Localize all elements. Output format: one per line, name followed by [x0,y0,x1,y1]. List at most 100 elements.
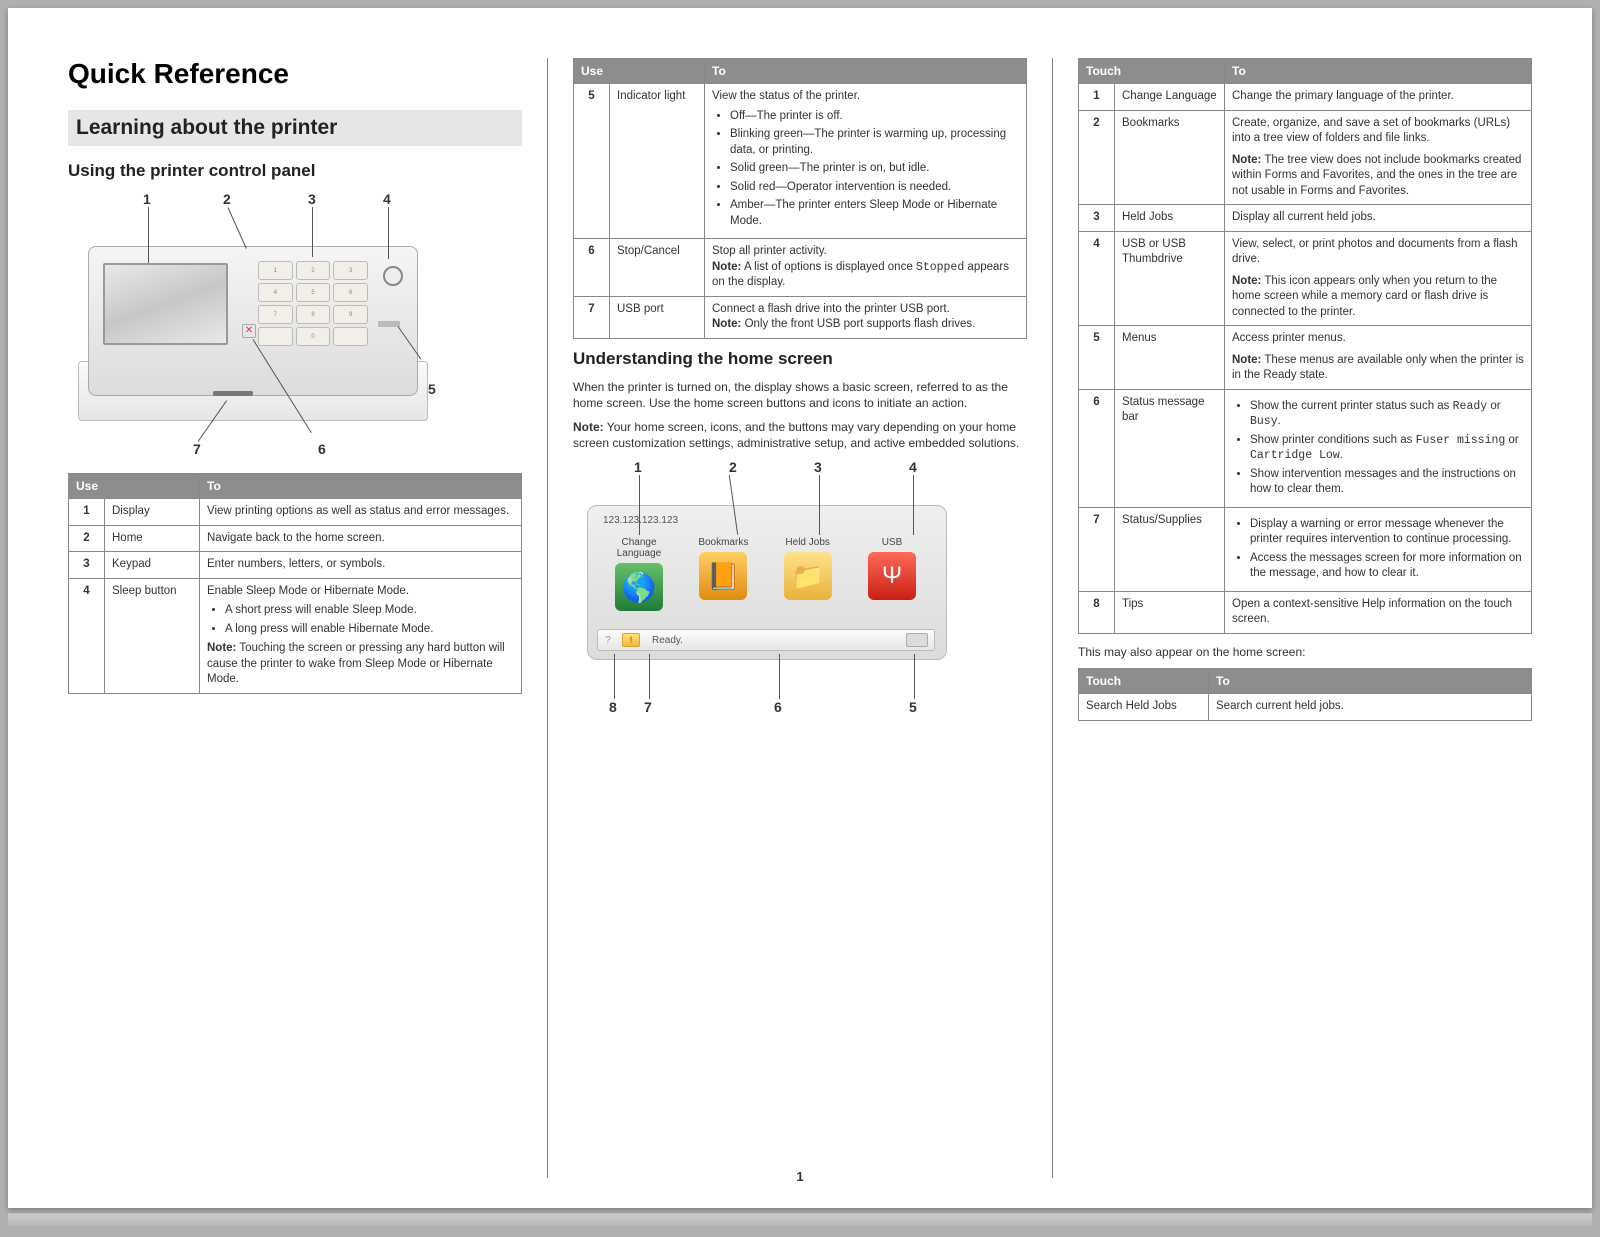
code-text: Ready [1453,400,1488,413]
leader-line [388,207,389,259]
row-num: 2 [1079,110,1115,205]
row-name: Display [105,499,200,526]
row-num: 4 [1079,231,1115,326]
document-page: Quick Reference Learning about the print… [8,8,1592,1208]
table-row: 4 USB or USB Thumbdrive View, select, or… [1079,231,1532,326]
keypad-key: 7 [258,305,293,324]
code-text: Fuser missing [1416,434,1506,447]
page-number: 1 [8,1169,1592,1184]
row-desc: Open a context-sensitive Help informatio… [1225,591,1532,633]
leader-line [312,207,313,257]
display-screen [103,263,228,345]
bullet-text: Show printer conditions such as [1250,434,1416,446]
bullet: Show the current printer status such as … [1250,399,1524,430]
note-code: Stopped [916,261,964,274]
row-desc: View, select, or print photos and docume… [1225,231,1532,326]
row-name: USB or USB Thumbdrive [1115,231,1225,326]
bullet-text: or [1487,400,1500,412]
row-num: 7 [574,296,610,338]
leader-line [914,654,915,699]
body-paragraph: Note: Your home screen, icons, and the b… [573,419,1027,451]
keypad-key: 5 [296,283,331,302]
tips-icon: ? [598,635,618,646]
leader-line [649,654,650,699]
row-desc: View the status of the printer. Off—The … [705,84,1027,239]
bullet-text: . [1278,415,1281,427]
row-desc: Show the current printer status such as … [1225,389,1532,507]
icon-label: Bookmarks [698,537,748,548]
keypad: 123 456 789 0 [258,261,368,346]
row-num: 3 [1079,205,1115,232]
desc-text: Create, organize, and save a set of book… [1232,117,1510,145]
callout-7: 7 [193,441,201,457]
row-num: 8 [1079,591,1115,633]
callout-6: 6 [318,441,326,457]
body-paragraph: When the printer is turned on, the displ… [573,379,1027,411]
code-text: Cartridge Low [1250,449,1340,462]
callout-6: 6 [774,699,782,715]
table-row: Search Held Jobs Search current held job… [1079,694,1532,721]
row-name: Bookmarks [1115,110,1225,205]
table-row: 7 Status/Supplies Display a warning or e… [1079,507,1532,591]
note-label: Note: [1232,275,1261,287]
bullet: Show intervention messages and the instr… [1250,467,1524,498]
keypad-key [258,327,293,346]
globe-icon: 🌎 [615,563,663,611]
control-panel-table-cont: Use To 5 Indicator light View the status… [573,58,1027,339]
row-name: Status message bar [1115,389,1225,507]
bullet: A long press will enable Hibernate Mode. [225,622,514,638]
ip-address: 123.123.123.123 [603,515,678,526]
menus-icon [906,633,928,647]
row-desc: Display a warning or error message whene… [1225,507,1532,591]
note-text: Only the front USB port supports flash d… [745,318,976,330]
row-name: Change Language [1115,84,1225,111]
additional-table: Touch To Search Held Jobs Search current… [1078,668,1532,721]
row-name: Home [105,525,200,552]
callout-3: 3 [814,459,822,475]
row-num: 1 [1079,84,1115,111]
bullet-text: Show the current printer status such as [1250,400,1453,412]
row-num: 5 [1079,326,1115,390]
keypad-key: 1 [258,261,293,280]
icon-label: USB [882,537,903,548]
table-row: 7 USB port Connect a flash drive into th… [574,296,1027,338]
callout-5: 5 [428,381,436,397]
leader-line [148,207,149,263]
control-panel-table: Use To 1 Display View printing options a… [68,473,522,694]
bullet: A short press will enable Sleep Mode. [225,603,514,619]
note-label: Note: [1232,354,1261,366]
note-label: Note: [573,420,604,434]
callout-5: 5 [909,699,917,715]
keypad-key: 0 [296,327,331,346]
row-name: Indicator light [610,84,705,239]
table-row: 6 Status message bar Show the current pr… [1079,389,1532,507]
th-touch: Touch [1079,59,1225,84]
row-name: Held Jobs [1115,205,1225,232]
th-to: To [1225,59,1532,84]
row-num: 1 [69,499,105,526]
bullet: Blinking green—The printer is warming up… [730,127,1019,158]
row-name: Keypad [105,552,200,579]
bullet: Solid red—Operator intervention is neede… [730,180,1019,196]
row-desc: Display all current held jobs. [1225,205,1532,232]
note-label: Note: [712,318,741,330]
callout-4: 4 [383,191,391,207]
icon-label: Change Language [617,537,662,559]
table-row: 1 Display View printing options as well … [69,499,522,526]
table-row: 8 Tips Open a context-sensitive Help inf… [1079,591,1532,633]
folder-icon: 📁 [784,552,832,600]
row-desc: Stop all printer activity. Note: A list … [705,239,1027,297]
leader-line [779,654,780,699]
table-row: 3 Held Jobs Display all current held job… [1079,205,1532,232]
row-num: 3 [69,552,105,579]
leader-line [819,475,820,535]
note-label: Note: [207,642,236,654]
bullet: Amber—The printer enters Sleep Mode or H… [730,198,1019,229]
usb-glyph-icon: Ψ [868,552,916,600]
table-row: 5 Indicator light View the status of the… [574,84,1027,239]
row-name: USB port [610,296,705,338]
leader-line [639,475,640,535]
usb-port-icon [213,391,253,396]
held-jobs-icon: Held Jobs 📁 [772,537,844,600]
table-row: 6 Stop/Cancel Stop all printer activity.… [574,239,1027,297]
